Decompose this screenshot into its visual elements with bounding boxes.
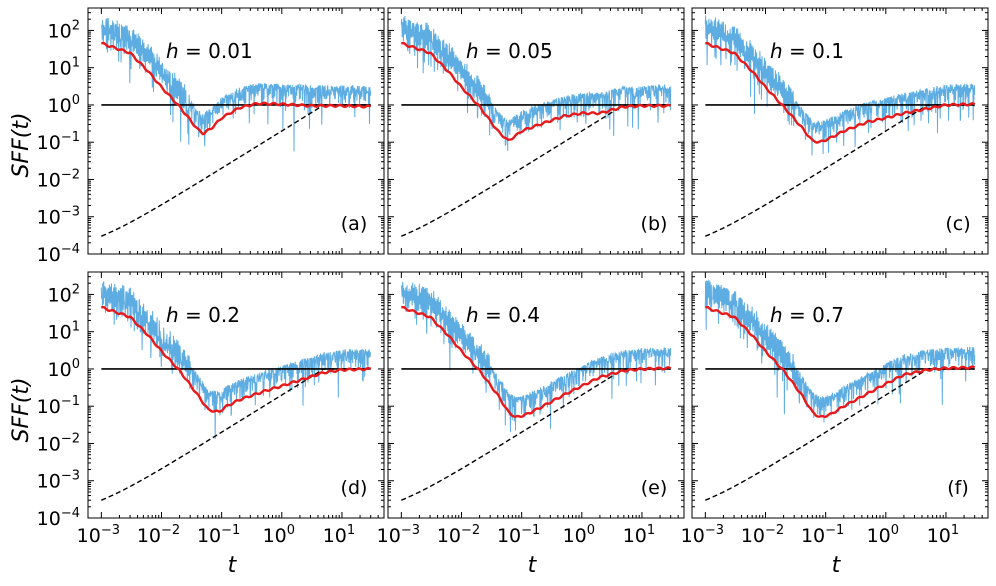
y-axis-title-bottom: SFF(t) [9,377,34,442]
y-tick-label: 10−2 [37,167,80,191]
x-tick-label: 10−2 [741,523,784,547]
x-axis-title: t [832,553,842,578]
h-value-label: h = 0.05 [466,39,553,63]
ramp-line [401,368,671,501]
panel-tag: (e) [641,477,668,499]
y-tick-label: 10−2 [37,431,80,455]
x-tick-label: 10−3 [77,523,120,547]
x-tick-label: 101 [623,523,655,547]
smoothed-sff-line [401,305,672,418]
y-tick-label: 10−4 [37,506,80,530]
ticks [388,271,685,519]
y-tick-label: 10−3 [37,205,80,229]
x-tick-label: 10−1 [197,523,240,547]
h-value-label: h = 0.2 [166,303,240,327]
x-axis-title: t [228,553,238,578]
x-tick-label: 10−2 [437,523,480,547]
panel-f: 10−3 10−2 10−1 100 101 t h = 0.7 (f) [681,271,989,578]
x-tick-label: 10−1 [801,523,844,547]
ramp-line [705,104,975,237]
y-tick-label: 10−3 [37,469,80,493]
panel-tag: (a) [341,213,367,235]
smoothed-sff-line [705,305,976,418]
y-tick-label: 101 [48,56,80,80]
raw-sff-line [101,18,372,152]
ticks [388,7,685,255]
h-value-label: h = 0.1 [770,39,844,63]
y-tick-label: 10−4 [37,242,80,266]
panel-c: h = 0.1 (c) [691,7,989,255]
h-value-label: h = 0.7 [770,303,844,327]
x-axis-title: t [528,553,538,578]
ramp-line [401,104,671,237]
x-tick-label: 10−3 [377,523,420,547]
x-tick-label: 10−2 [137,523,180,547]
x-tick-label: 101 [323,523,355,547]
y-tick-label: 102 [48,18,80,42]
smoothed-sff-line [401,41,672,142]
x-tick-label: 101 [927,523,959,547]
ticks [692,271,989,519]
raw-sff-line [400,16,672,151]
y-tick-label: 10−1 [37,394,80,418]
panel-a: 102 101 100 10−1 10−2 10−3 10−4 h = 0.01 (a) [37,7,385,266]
panel-b: h = 0.05 (b) [387,7,685,255]
panel-e: 10−3 10−2 10−1 100 101 t h = 0.4 (e) [377,271,685,578]
smoothed-sff-line [101,305,372,413]
h-value-label: h = 0.01 [166,39,253,63]
ramp-line [101,104,371,237]
plot-area [400,281,672,501]
raw-sff-line [704,279,976,423]
x-tick-label: 100 [563,523,595,547]
y-axis-title-top: SFF(t) [9,112,34,177]
smoothed-sff-line [705,41,976,144]
panel-tag: (c) [945,213,970,235]
y-tick-label: 10−1 [37,130,80,154]
ramp-line [101,368,371,501]
ramp-line [705,368,975,501]
panel-tag: (f) [947,477,969,499]
ticks [88,7,385,255]
ticks [88,271,385,519]
y-tick-label: 101 [48,320,80,344]
plot-area [100,281,372,501]
ticks [692,7,989,255]
plot-area [704,15,976,237]
raw-sff-line [704,15,976,156]
plot-area [400,16,672,237]
plot-area [101,18,372,237]
y-tick-label: 100 [48,357,80,381]
h-value-label: h = 0.4 [466,303,540,327]
panel-tag: (d) [341,477,368,499]
smoothed-sff-line [101,41,372,136]
plot-area [704,279,976,501]
x-tick-label: 100 [263,523,295,547]
x-tick-label: 100 [867,523,899,547]
y-tick-label: 100 [48,93,80,117]
raw-sff-line [100,281,372,439]
panel-tag: (b) [641,213,668,235]
raw-sff-line [400,281,672,433]
y-tick-label: 102 [48,282,80,306]
x-tick-label: 10−1 [497,523,540,547]
x-tick-label: 10−3 [681,523,724,547]
